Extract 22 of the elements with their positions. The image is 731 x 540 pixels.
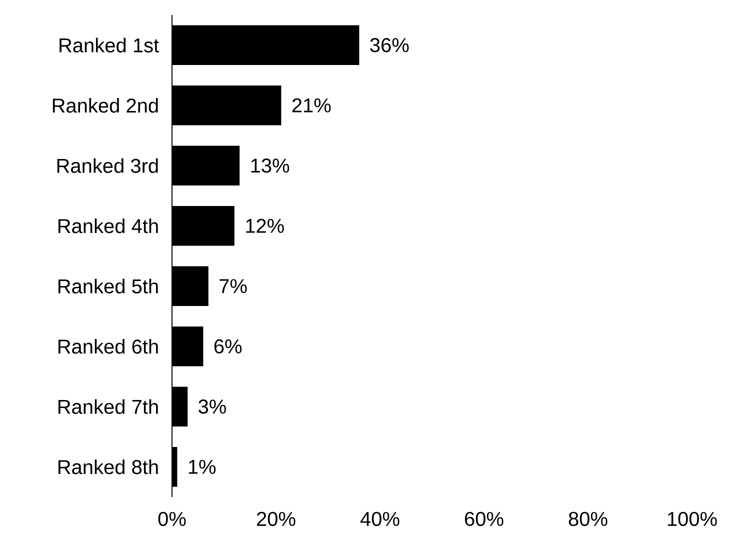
x-tick-label: 100%	[668, 512, 717, 526]
y-tick-label: Ranked 1st	[60, 38, 159, 52]
data-label: 7%	[220, 279, 247, 294]
data-label: 1%	[188, 460, 216, 474]
y-tick-label: Ranked 6th	[58, 339, 158, 354]
x-tick-label: 0%	[158, 512, 186, 526]
data-label: 3%	[198, 400, 226, 414]
y-tick-label: Ranked 4th	[58, 218, 158, 234]
data-label: 13%	[251, 158, 290, 173]
x-tick-label: 80%	[568, 512, 608, 526]
x-tick-label: 20%	[256, 512, 296, 526]
data-label: 12%	[246, 218, 284, 233]
data-label: 21%	[292, 98, 331, 112]
y-tick-label: Ranked 3rd	[57, 158, 158, 173]
y-tick-label: Ranked 7th	[58, 399, 158, 414]
y-tick-label: Ranked 8th	[58, 460, 158, 474]
x-tick-label: 60%	[465, 512, 504, 526]
x-tick-label: 40%	[360, 512, 400, 526]
data-label: 36%	[370, 38, 409, 52]
data-label: 6%	[214, 339, 242, 354]
y-tick-label: Ranked 5th	[58, 278, 158, 294]
y-tick-label: Ranked 2nd	[52, 98, 158, 113]
